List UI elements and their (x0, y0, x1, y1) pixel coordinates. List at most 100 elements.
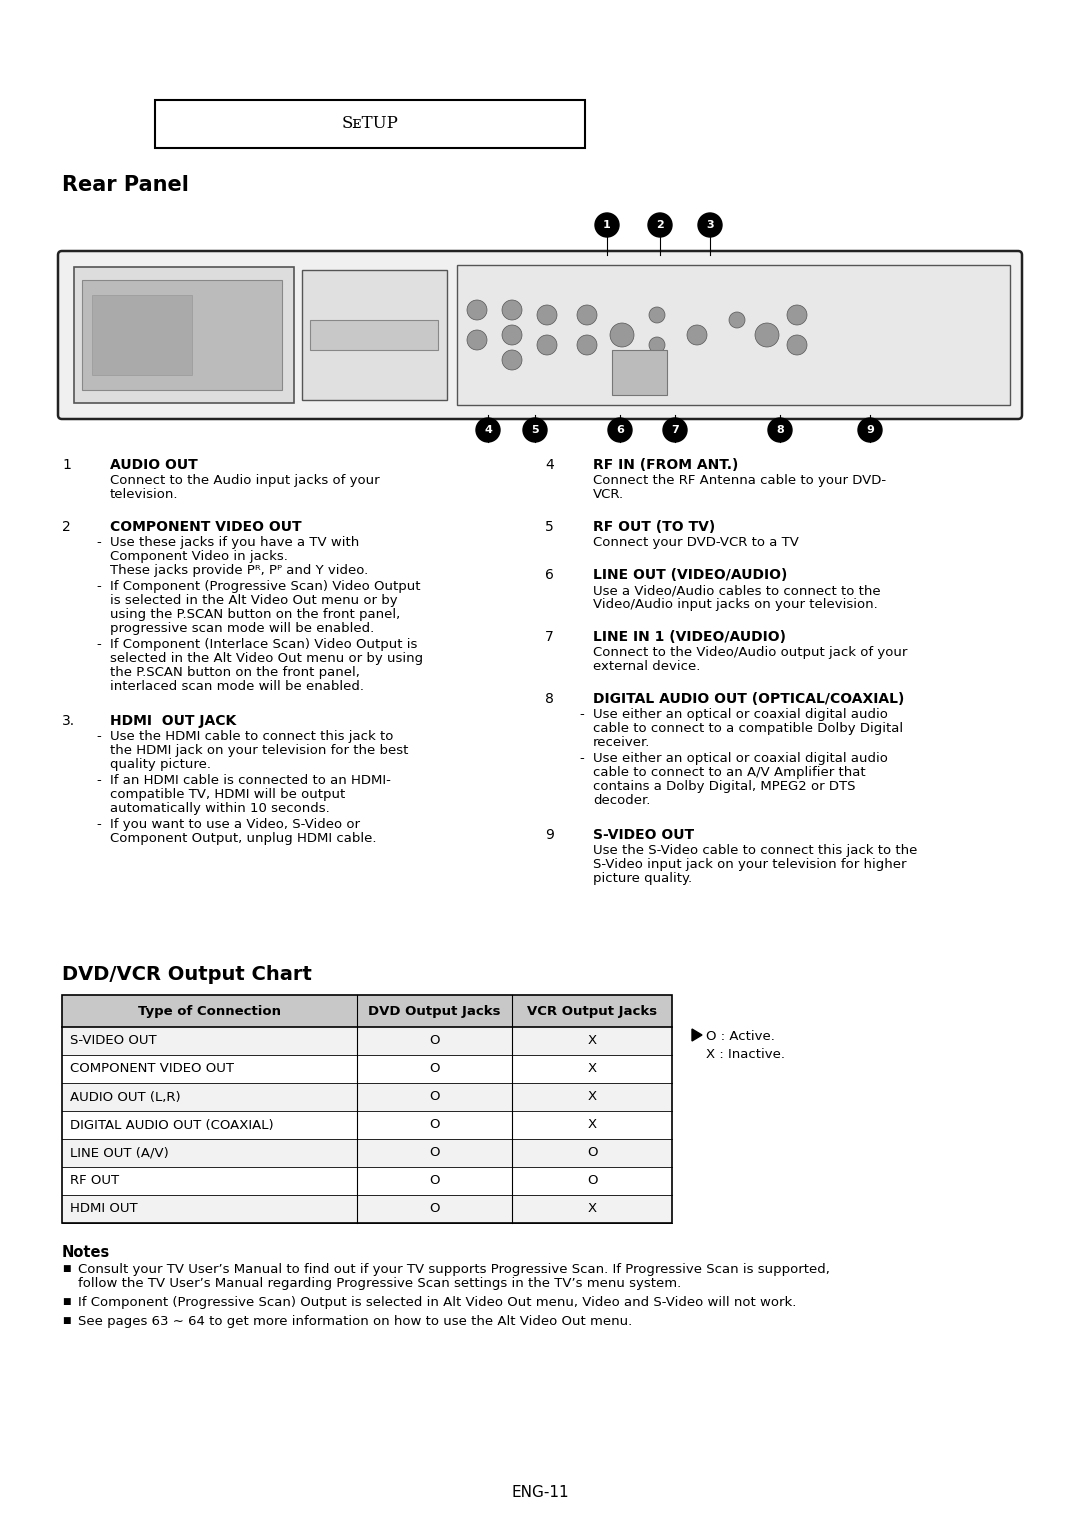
Text: -: - (96, 536, 100, 549)
Text: 2: 2 (657, 220, 664, 231)
Bar (302, 270, 447, 400)
Text: LINE OUT (A/V): LINE OUT (A/V) (70, 1146, 168, 1160)
Text: O: O (429, 1146, 440, 1160)
Text: Rear Panel: Rear Panel (62, 176, 189, 196)
Circle shape (649, 338, 665, 353)
Text: 4: 4 (484, 425, 491, 435)
Text: If an HDMI cable is connected to an HDMI-: If an HDMI cable is connected to an HDMI… (110, 775, 391, 787)
Text: Use these jacks if you have a TV with: Use these jacks if you have a TV with (110, 536, 360, 549)
Bar (92, 295, 192, 374)
Text: If Component (Progressive Scan) Video Output: If Component (Progressive Scan) Video Ou… (110, 581, 420, 593)
Text: is selected in the Alt Video Out menu or by: is selected in the Alt Video Out menu or… (110, 594, 397, 607)
Text: If Component (Progressive Scan) Output is selected in Alt Video Out menu, Video : If Component (Progressive Scan) Output i… (78, 1296, 796, 1309)
Circle shape (768, 419, 792, 442)
Text: cable to connect to a compatible Dolby Digital: cable to connect to a compatible Dolby D… (593, 723, 903, 735)
Text: HDMI OUT: HDMI OUT (70, 1203, 137, 1215)
Circle shape (608, 419, 632, 442)
Bar (62, 1027, 672, 1054)
Circle shape (698, 212, 723, 237)
Text: 7: 7 (671, 425, 679, 435)
Bar (62, 1111, 672, 1138)
Text: Connect the RF Antenna cable to your DVD-: Connect the RF Antenna cable to your DVD… (593, 474, 886, 487)
Text: Connect to the Audio input jacks of your: Connect to the Audio input jacks of your (110, 474, 380, 487)
Text: O: O (586, 1175, 597, 1187)
Text: television.: television. (110, 487, 178, 501)
Text: LINE IN 1 (VIDEO/AUDIO): LINE IN 1 (VIDEO/AUDIO) (593, 630, 786, 643)
Bar (62, 1138, 672, 1167)
Text: 5: 5 (545, 520, 554, 533)
Circle shape (687, 325, 707, 345)
Text: -: - (96, 775, 100, 787)
Text: using the P.SCAN button on the front panel,: using the P.SCAN button on the front pan… (110, 608, 401, 620)
Bar (156, 99, 585, 148)
Text: Use the S-Video cable to connect this jack to the: Use the S-Video cable to connect this ja… (593, 843, 917, 857)
Text: Video/Audio input jacks on your television.: Video/Audio input jacks on your televisi… (593, 597, 878, 611)
Circle shape (523, 419, 546, 442)
Text: O: O (429, 1118, 440, 1132)
Circle shape (502, 299, 522, 319)
Text: 3: 3 (706, 220, 714, 231)
Text: X: X (588, 1062, 596, 1076)
Text: quality picture.: quality picture. (110, 758, 211, 772)
Text: O: O (429, 1034, 440, 1048)
Text: 8: 8 (545, 692, 554, 706)
Bar (612, 350, 667, 396)
Text: Consult your TV User’s Manual to find out if your TV supports Progressive Scan. : Consult your TV User’s Manual to find ou… (78, 1264, 829, 1276)
Text: X: X (588, 1091, 596, 1103)
Text: the HDMI jack on your television for the best: the HDMI jack on your television for the… (110, 744, 408, 756)
Text: -: - (96, 639, 100, 651)
Circle shape (729, 312, 745, 329)
Bar (62, 1083, 672, 1111)
Text: If Component (Interlace Scan) Video Output is: If Component (Interlace Scan) Video Outp… (110, 639, 417, 651)
Text: 3.: 3. (62, 714, 76, 727)
Text: ENG-11: ENG-11 (511, 1485, 569, 1500)
Text: RF OUT: RF OUT (70, 1175, 119, 1187)
Text: O: O (429, 1203, 440, 1215)
Text: Type of Connection: Type of Connection (138, 1004, 281, 1018)
Text: SᴇTUP: SᴇTUP (341, 116, 399, 133)
Circle shape (467, 330, 487, 350)
Text: cable to connect to an A/V Amplifier that: cable to connect to an A/V Amplifier tha… (593, 766, 866, 779)
Text: O: O (586, 1146, 597, 1160)
Text: progressive scan mode will be enabled.: progressive scan mode will be enabled. (110, 622, 375, 636)
FancyBboxPatch shape (58, 251, 1022, 419)
Text: Connect to the Video/Audio output jack of your: Connect to the Video/Audio output jack o… (593, 646, 907, 659)
Text: S-Video input jack on your television for higher: S-Video input jack on your television fo… (593, 859, 906, 871)
Text: X: X (588, 1034, 596, 1048)
Text: -: - (579, 707, 584, 721)
Text: -: - (96, 581, 100, 593)
Text: external device.: external device. (593, 660, 700, 672)
Text: 7: 7 (545, 630, 554, 643)
Polygon shape (692, 1028, 702, 1041)
Circle shape (649, 307, 665, 322)
Bar (62, 995, 672, 1027)
Text: AUDIO OUT: AUDIO OUT (110, 458, 198, 472)
Bar (82, 280, 282, 390)
Text: Use the HDMI cable to connect this jack to: Use the HDMI cable to connect this jack … (110, 730, 393, 743)
Text: VCR Output Jacks: VCR Output Jacks (527, 1004, 657, 1018)
Text: X : Inactive.: X : Inactive. (706, 1048, 785, 1062)
Text: the P.SCAN button on the front panel,: the P.SCAN button on the front panel, (110, 666, 360, 678)
Text: -: - (96, 730, 100, 743)
Text: These jacks provide Pᴿ, Pᴾ and Y video.: These jacks provide Pᴿ, Pᴾ and Y video. (110, 564, 368, 578)
Text: LINE OUT (VIDEO/AUDIO): LINE OUT (VIDEO/AUDIO) (593, 568, 787, 582)
Bar (457, 264, 1010, 405)
Circle shape (787, 335, 807, 354)
Text: Use either an optical or coaxial digital audio: Use either an optical or coaxial digital… (593, 752, 888, 766)
Text: 2: 2 (62, 520, 71, 533)
Text: ■: ■ (62, 1264, 70, 1273)
Text: follow the TV User’s Manual regarding Progressive Scan settings in the TV’s menu: follow the TV User’s Manual regarding Pr… (78, 1277, 681, 1290)
Text: 6: 6 (545, 568, 554, 582)
Text: If you want to use a Video, S-Video or: If you want to use a Video, S-Video or (110, 817, 360, 831)
Text: S-VIDEO OUT: S-VIDEO OUT (593, 828, 694, 842)
Circle shape (467, 299, 487, 319)
Text: O: O (429, 1062, 440, 1076)
Text: RF IN (FROM ANT.): RF IN (FROM ANT.) (593, 458, 739, 472)
Text: RF OUT (TO TV): RF OUT (TO TV) (593, 520, 715, 533)
Circle shape (858, 419, 882, 442)
Text: Use either an optical or coaxial digital audio: Use either an optical or coaxial digital… (593, 707, 888, 721)
Text: O: O (429, 1175, 440, 1187)
Text: -: - (579, 752, 584, 766)
Circle shape (755, 322, 779, 347)
Text: AUDIO OUT (L,R): AUDIO OUT (L,R) (70, 1091, 180, 1103)
